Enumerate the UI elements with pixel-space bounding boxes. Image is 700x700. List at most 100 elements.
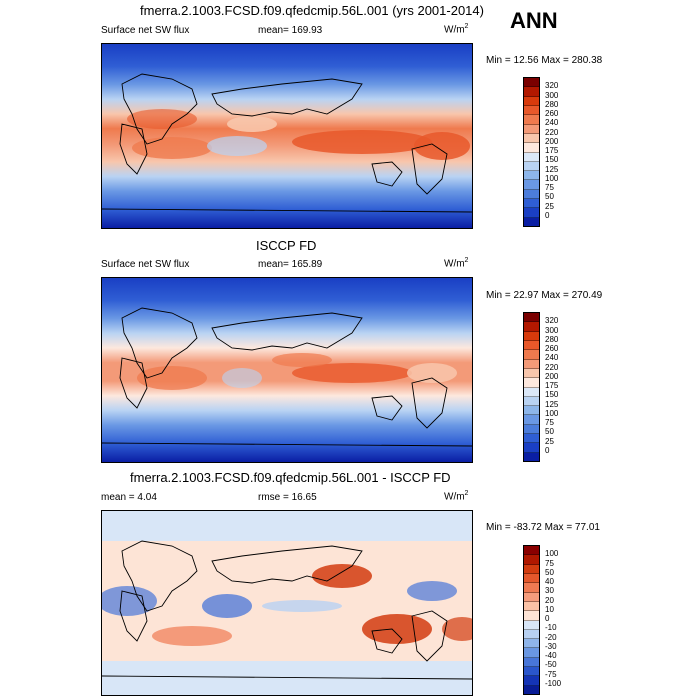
colorbar-swatch — [524, 611, 539, 621]
colorbar-swatch — [524, 143, 539, 153]
panel1-colorbar: 320 300 280 260 240 220 200 175 150 125 100 75 50 25 0 — [523, 77, 558, 227]
colorbar-swatch — [524, 171, 539, 181]
colorbar-swatch — [524, 415, 539, 425]
colorbar-label: 75 — [545, 418, 554, 427]
colorbar-label: 0 — [545, 614, 550, 623]
colorbar-swatch — [524, 340, 539, 351]
colorbar-label: 300 — [545, 90, 559, 100]
colorbar-swatch — [524, 387, 539, 397]
colorbar-label: -40 — [545, 651, 557, 660]
colorbar-swatch — [524, 564, 539, 574]
colorbar-swatch — [524, 424, 539, 435]
colorbar-label: -30 — [545, 641, 557, 651]
colorbar-swatch — [524, 573, 539, 584]
colorbar-label: 200 — [545, 371, 559, 381]
colorbar-swatch — [524, 396, 539, 407]
colorbar-swatch — [524, 152, 539, 162]
colorbar-swatch — [524, 629, 539, 640]
colorbar-swatch — [524, 96, 539, 106]
panel3-mean: mean = 4.04 — [101, 492, 157, 503]
panel3-units: W/m2 — [444, 490, 469, 503]
colorbar-swatch — [524, 639, 539, 649]
colorbar-label: -75 — [545, 669, 557, 679]
colorbar-label: 220 — [545, 127, 559, 137]
colorbar-label: 0 — [545, 445, 550, 455]
colorbar-label: 0 — [545, 210, 550, 220]
colorbar-swatch — [524, 208, 539, 218]
season-label: ANN — [510, 8, 558, 33]
panel2-variable: Surface net SW flux — [101, 259, 190, 270]
colorbar-swatch — [524, 124, 539, 134]
colorbar-label: 100 — [545, 173, 559, 183]
colorbar-swatch — [524, 331, 539, 341]
colorbar-swatch — [524, 115, 539, 125]
colorbar-swatch — [524, 406, 539, 416]
colorbar-label: 150 — [545, 155, 559, 165]
colorbar-swatch — [524, 359, 539, 369]
panel3-minmax: Min = -83.72 Max = 77.01 — [486, 522, 600, 533]
colorbar-label: 200 — [545, 136, 559, 146]
colorbar-swatch — [524, 199, 539, 209]
colorbar-label: 300 — [545, 325, 559, 335]
colorbar-label: 320 — [545, 316, 559, 326]
colorbar-swatch — [524, 180, 539, 190]
colorbar-swatch — [524, 583, 539, 593]
panel1-mean: mean= 169.93 — [258, 25, 323, 36]
colorbar-swatch — [524, 601, 539, 612]
colorbar-swatch — [524, 667, 539, 677]
panel1-variable: Surface net SW flux — [101, 25, 190, 36]
colorbar-swatch — [524, 78, 539, 88]
colorbar-swatch — [524, 322, 539, 332]
colorbar-label: 125 — [545, 164, 559, 174]
colorbar-label: 50 — [545, 427, 554, 437]
colorbar-label: 240 — [545, 118, 559, 128]
colorbar-label: 75 — [545, 183, 554, 192]
colorbar-label: 175 — [545, 381, 559, 390]
colorbar-swatch — [524, 313, 539, 323]
colorbar-swatch — [524, 657, 539, 668]
colorbar-label: 150 — [545, 390, 559, 400]
colorbar-label: 175 — [545, 146, 559, 155]
colorbar-label: 25 — [545, 436, 554, 446]
panel3-colorbar: 100 75 50 40 30 20 10 0 -10 -20 -30 -40 -50 -75 -100 — [523, 545, 561, 695]
colorbar-label: 50 — [545, 192, 554, 202]
colorbar-label: -50 — [545, 660, 557, 670]
colorbar-swatch — [524, 87, 539, 97]
colorbar-swatch — [524, 161, 539, 172]
panel1-minmax: Min = 12.56 Max = 280.38 — [486, 55, 603, 66]
colorbar-label: -100 — [545, 678, 562, 688]
colorbar-swatch — [524, 105, 539, 116]
colorbar-swatch — [524, 368, 539, 379]
panel3-map — [101, 510, 473, 696]
panel1-map — [101, 43, 473, 229]
colorbar-label: 25 — [545, 201, 554, 211]
colorbar-swatch — [524, 555, 539, 565]
panel1-units: W/m2 — [444, 23, 469, 36]
panel3-rmse: rmse = 16.65 — [258, 492, 317, 503]
colorbar-swatch — [524, 443, 539, 453]
panel3-title: fmerra.2.1003.FCSD.f09.qfedcmip.56L.001 … — [130, 470, 451, 485]
colorbar-label: 260 — [545, 109, 559, 118]
colorbar-label: 100 — [545, 549, 559, 559]
colorbar-label: 40 — [545, 577, 554, 586]
colorbar-swatch — [524, 546, 539, 556]
colorbar-label: 280 — [545, 334, 559, 344]
colorbar-label: -10 — [545, 623, 557, 633]
colorbar-label: 260 — [545, 344, 559, 353]
colorbar-label: -20 — [545, 632, 557, 642]
colorbar-label: 220 — [545, 362, 559, 372]
colorbar-swatch — [524, 685, 539, 694]
colorbar-swatch — [524, 133, 539, 144]
colorbar-label: 50 — [545, 567, 554, 577]
colorbar-label: 125 — [545, 399, 559, 409]
colorbar-swatch — [524, 648, 539, 658]
panel2-units: W/m2 — [444, 257, 469, 270]
colorbar-label: 30 — [545, 586, 554, 596]
colorbar-swatch — [524, 189, 539, 200]
colorbar-swatch — [524, 217, 539, 226]
panel2-map — [101, 277, 473, 463]
colorbar-label: 10 — [545, 604, 554, 614]
colorbar-swatch — [524, 592, 539, 602]
colorbar-swatch — [524, 434, 539, 444]
colorbar-label: 280 — [545, 99, 559, 109]
